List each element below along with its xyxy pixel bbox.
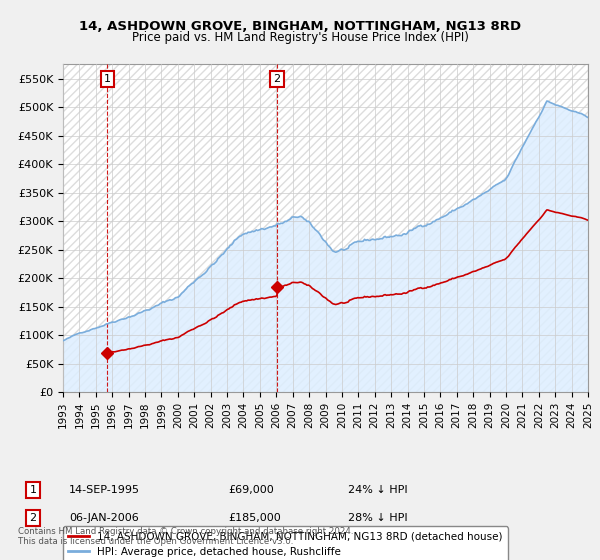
- Text: 2: 2: [29, 513, 37, 523]
- Text: 14-SEP-1995: 14-SEP-1995: [69, 485, 140, 495]
- Text: 06-JAN-2006: 06-JAN-2006: [69, 513, 139, 523]
- Text: 2: 2: [274, 74, 281, 84]
- Text: Contains HM Land Registry data © Crown copyright and database right 2024.
This d: Contains HM Land Registry data © Crown c…: [18, 526, 353, 546]
- Text: 1: 1: [29, 485, 37, 495]
- Legend: 14, ASHDOWN GROVE, BINGHAM, NOTTINGHAM, NG13 8RD (detached house), HPI: Average : 14, ASHDOWN GROVE, BINGHAM, NOTTINGHAM, …: [63, 526, 508, 560]
- Text: 24% ↓ HPI: 24% ↓ HPI: [348, 485, 407, 495]
- Text: £185,000: £185,000: [228, 513, 281, 523]
- Text: Price paid vs. HM Land Registry's House Price Index (HPI): Price paid vs. HM Land Registry's House …: [131, 31, 469, 44]
- Text: £69,000: £69,000: [228, 485, 274, 495]
- Text: 1: 1: [104, 74, 111, 84]
- Text: 28% ↓ HPI: 28% ↓ HPI: [348, 513, 407, 523]
- Text: 14, ASHDOWN GROVE, BINGHAM, NOTTINGHAM, NG13 8RD: 14, ASHDOWN GROVE, BINGHAM, NOTTINGHAM, …: [79, 20, 521, 32]
